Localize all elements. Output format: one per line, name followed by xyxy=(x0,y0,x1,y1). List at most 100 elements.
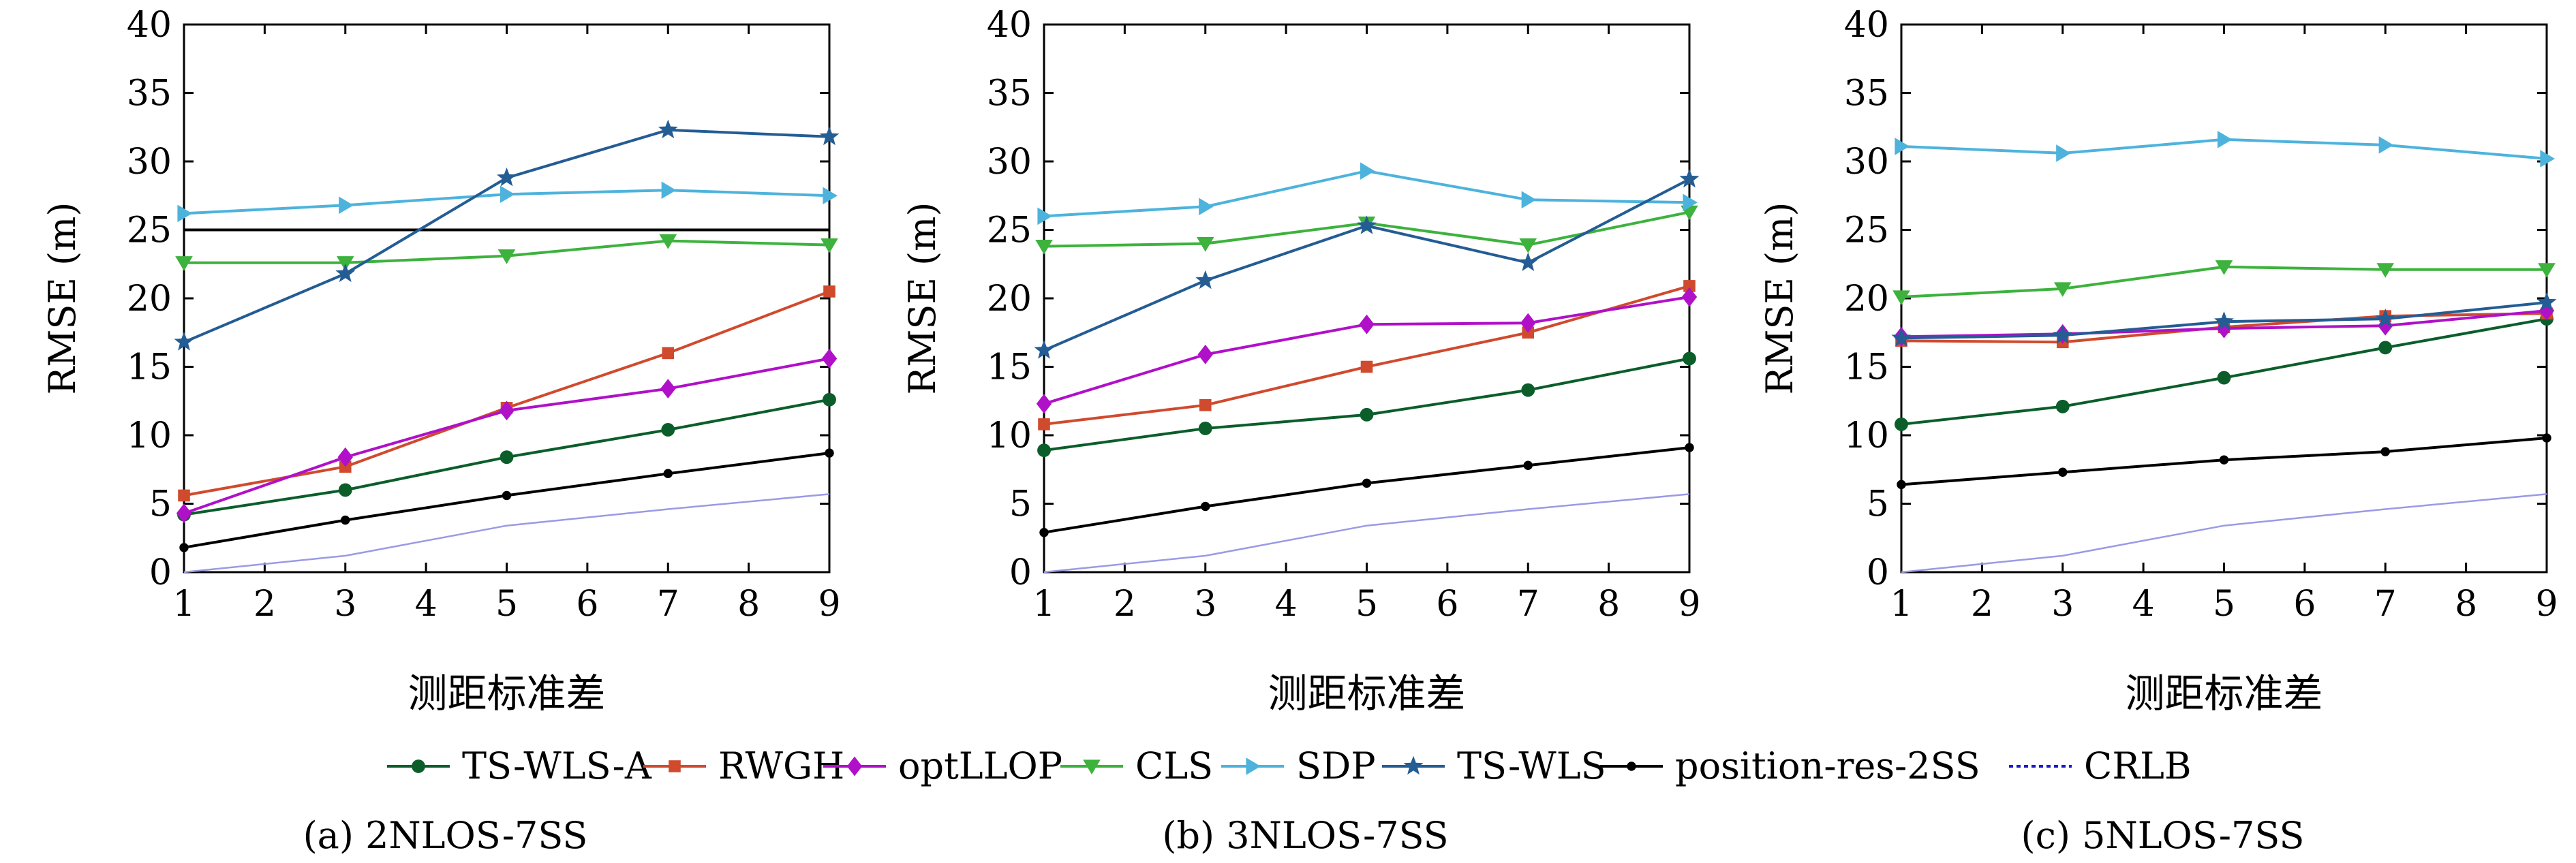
data-point xyxy=(821,238,838,253)
series-rwgh xyxy=(1038,280,1696,430)
y-tick-label: 40 xyxy=(987,5,1032,46)
panel-caption: (b) 3NLOS-7SS xyxy=(1162,814,1448,857)
y-tick-label: 20 xyxy=(987,279,1032,319)
data-point xyxy=(823,187,838,205)
data-point xyxy=(1521,191,1537,209)
y-tick-label: 40 xyxy=(1844,5,1889,46)
series-line xyxy=(1043,493,1690,574)
series-line xyxy=(183,493,830,574)
x-tick-label: 2 xyxy=(1971,584,1993,625)
y-tick-label: 25 xyxy=(1844,210,1889,251)
data-point xyxy=(2376,263,2395,278)
data-point xyxy=(1198,422,1212,435)
y-tick-label: 5 xyxy=(149,484,172,525)
legend: TS-WLS-A RWGH optLLOP CLS SDP TS-WLS position-… xyxy=(387,744,2192,787)
data-point xyxy=(823,285,835,298)
data-point xyxy=(1196,237,1214,252)
x-tick-label: 7 xyxy=(657,584,679,625)
legend-marker xyxy=(1246,757,1261,775)
series-crlb xyxy=(1901,493,2547,574)
x-tick-label: 4 xyxy=(1275,584,1298,625)
x-tick-label: 1 xyxy=(1890,584,1912,625)
data-point xyxy=(179,543,189,552)
data-point xyxy=(1199,398,1212,411)
data-point xyxy=(825,448,834,458)
legend-label: optLLOP xyxy=(898,744,1062,787)
data-point xyxy=(337,447,353,467)
legend-entry-ts-wls: TS-WLS xyxy=(1382,744,1606,787)
data-point xyxy=(2375,308,2395,328)
legend-label: SDP xyxy=(1296,744,1376,787)
data-point xyxy=(823,392,836,407)
data-point xyxy=(497,249,516,264)
series-position-res-2ss xyxy=(1897,433,2551,490)
y-tick-label: 20 xyxy=(127,279,172,319)
y-tick-label: 35 xyxy=(987,74,1032,114)
data-point xyxy=(659,234,677,249)
legend-marker xyxy=(1403,755,1424,775)
y-tick-label: 40 xyxy=(127,5,172,46)
legend-marker xyxy=(846,756,863,776)
x-tick-label: 9 xyxy=(818,584,840,625)
x-tick-label: 5 xyxy=(495,584,518,625)
y-axis-label: RMSE (m) xyxy=(41,202,84,395)
legend-entry-cls: CLS xyxy=(1060,744,1213,787)
x-tick-label: 7 xyxy=(1517,584,1539,625)
chart-panel-1: 0 5 10 15 20 25 30 35 40 1 2 3 4 5 6 7 8 9 RMSE (m) 测距标准差 (a… xyxy=(41,5,841,857)
y-tick-label: 5 xyxy=(1867,484,1889,525)
data-point xyxy=(502,490,512,501)
x-tick-label: 3 xyxy=(2051,584,2074,625)
y-tick-label: 30 xyxy=(987,142,1032,183)
data-point xyxy=(663,469,673,479)
legend-entry-ts-wls-a: TS-WLS-A xyxy=(387,744,652,787)
data-point xyxy=(1519,238,1537,253)
data-point xyxy=(1683,280,1696,292)
series-ts-wls xyxy=(174,119,840,351)
data-point xyxy=(2380,447,2390,456)
y-axis-label: RMSE (m) xyxy=(901,202,944,395)
data-point xyxy=(1891,328,1912,347)
data-point xyxy=(819,126,840,146)
data-point xyxy=(1357,215,1377,234)
series-rwgh xyxy=(178,285,835,502)
series-line xyxy=(1901,493,2547,574)
data-point xyxy=(497,167,517,187)
series-line xyxy=(1043,446,1690,534)
data-point xyxy=(2540,150,2555,168)
y-tick-label: 0 xyxy=(149,552,172,593)
x-axis-label: 测距标准差 xyxy=(1268,670,1465,717)
x-tick-label: 9 xyxy=(2535,584,2558,625)
legend-marker xyxy=(412,759,425,773)
x-tick-label: 8 xyxy=(1597,584,1620,625)
data-point xyxy=(2538,263,2556,278)
data-point xyxy=(1683,351,1696,366)
data-point xyxy=(1034,340,1054,359)
data-point xyxy=(1892,290,1910,305)
data-point xyxy=(662,347,675,360)
data-point xyxy=(2539,300,2555,321)
series-optllop xyxy=(1036,287,1698,414)
y-tick-label: 5 xyxy=(1009,484,1032,525)
x-tick-label: 2 xyxy=(254,584,276,625)
legend-label: position-res-2SS xyxy=(1675,744,1980,787)
data-point xyxy=(1362,478,1372,488)
data-point xyxy=(1521,383,1535,397)
legend-entry-position-res-2ss: position-res-2SS xyxy=(1600,744,1980,787)
y-tick-label: 15 xyxy=(127,347,172,388)
series-line xyxy=(183,357,830,515)
x-tick-label: 5 xyxy=(1355,584,1378,625)
data-point xyxy=(2053,325,2073,344)
legend-label: TS-WLS-A xyxy=(462,744,652,787)
y-tick-label: 30 xyxy=(127,142,172,183)
x-tick-label: 5 xyxy=(2213,584,2235,625)
series-cls xyxy=(175,234,838,271)
series-optllop xyxy=(176,349,838,523)
data-point xyxy=(1037,443,1051,458)
data-point xyxy=(2056,144,2071,162)
data-point xyxy=(2217,131,2233,148)
x-tick-label: 6 xyxy=(1436,584,1458,625)
data-point xyxy=(2055,399,2070,413)
chart-panel-3: 0 5 10 15 20 25 30 35 40 1 2 3 4 5 6 7 8 9 RMSE (m) 测距标准差 (c… xyxy=(1758,5,2558,857)
series-cls xyxy=(1892,260,2556,305)
